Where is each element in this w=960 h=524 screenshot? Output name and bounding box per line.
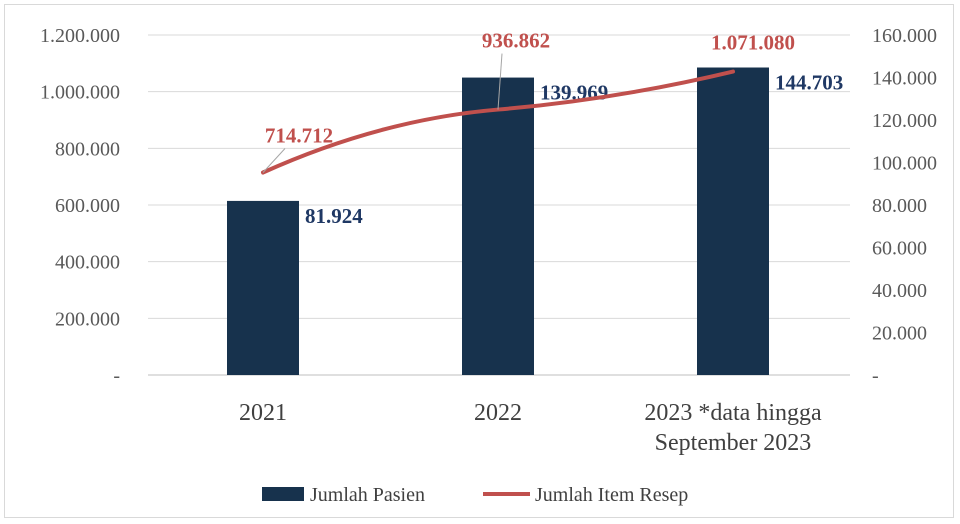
right-axis-tick-label: 140.000 — [872, 68, 937, 90]
line-data-label: 1.071.080 — [711, 31, 795, 55]
bar-jumlah-pasien — [227, 200, 299, 375]
left-axis-ticks: - 200.000 400.000 600.000 800.000 1.000.000 1.… — [40, 25, 120, 387]
right-axis-ticks: - 20.000 40.000 60.000 80.000 100.000 120.000 1… — [872, 25, 937, 387]
bar-data-label: 144.703 — [775, 71, 843, 95]
left-axis-tick-label: 800.000 — [55, 138, 120, 160]
right-axis-tick-label: 100.000 — [872, 153, 937, 175]
right-axis-tick-label: 20.000 — [872, 323, 927, 345]
legend-swatch-jumlah-pasien — [262, 487, 304, 501]
right-axis-tick-label: - — [872, 365, 879, 387]
bar-data-label: 81.924 — [305, 204, 363, 228]
bar-jumlah-pasien — [697, 67, 769, 375]
right-axis-tick-label: 60.000 — [872, 238, 927, 260]
right-axis-tick-label: 160.000 — [872, 25, 937, 47]
left-axis-tick-label: 200.000 — [55, 308, 120, 330]
legend: Jumlah Pasien Jumlah Item Resep — [262, 484, 688, 506]
left-axis-tick-label: 400.000 — [55, 252, 120, 274]
category-label: 2023 *data hingga — [644, 400, 822, 426]
left-axis-tick-label: 1.000.000 — [40, 82, 120, 104]
right-axis-tick-label: 120.000 — [872, 110, 937, 132]
data-label-leader-line — [497, 53, 503, 110]
category-label: September 2023 — [655, 430, 812, 456]
legend-label-jumlah-pasien: Jumlah Pasien — [310, 484, 425, 506]
left-axis-tick-label: 600.000 — [55, 195, 120, 217]
legend-label-jumlah-item-resep: Jumlah Item Resep — [535, 484, 688, 506]
category-axis: 2021 2022 2023 *data hingga September 2023 — [239, 400, 822, 456]
left-axis-tick-label: - — [113, 365, 120, 387]
line-jumlah-item-resep — [261, 69, 735, 175]
line-data-label: 936.862 — [482, 29, 550, 53]
bar-jumlah-pasien — [462, 77, 534, 376]
right-axis-tick-label: 40.000 — [872, 280, 927, 302]
category-label: 2021 — [239, 400, 287, 426]
line-series: 714.712 936.862 1.071.080 — [261, 29, 795, 175]
line-data-label: 714.712 — [265, 123, 333, 147]
category-label: 2022 — [474, 400, 522, 426]
data-label-leader-line — [262, 148, 286, 173]
right-axis-tick-label: 80.000 — [872, 195, 927, 217]
left-axis-tick-label: 1.200.000 — [40, 25, 120, 47]
